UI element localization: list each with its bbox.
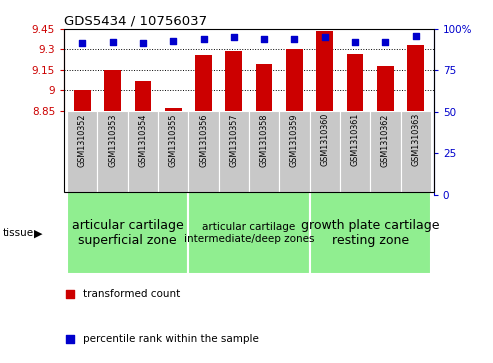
Point [412, 41, 420, 47]
Bar [188, 111, 219, 192]
Bar [135, 134, 151, 195]
Text: GSM1310361: GSM1310361 [351, 113, 359, 166]
Point [108, 53, 116, 58]
Text: GSM1310358: GSM1310358 [260, 113, 269, 167]
Bar [286, 69, 303, 195]
Bar [74, 153, 91, 195]
Point [382, 53, 389, 58]
Bar [67, 192, 188, 274]
Bar [347, 80, 363, 195]
Bar [165, 189, 181, 195]
Text: transformed count: transformed count [83, 289, 180, 299]
Bar [104, 112, 121, 195]
Point [66, 291, 73, 297]
Bar [310, 192, 431, 274]
Point [321, 43, 329, 49]
Bar [128, 111, 158, 192]
Text: GSM1310352: GSM1310352 [78, 113, 87, 167]
Text: GSM1310362: GSM1310362 [381, 113, 390, 167]
Text: GSM1310357: GSM1310357 [229, 113, 238, 167]
Point [66, 337, 73, 342]
Point [169, 51, 177, 57]
Text: GSM1310354: GSM1310354 [139, 113, 147, 167]
Text: GSM1310356: GSM1310356 [199, 113, 208, 167]
Bar [195, 82, 212, 195]
Text: GSM1310355: GSM1310355 [169, 113, 177, 167]
Bar [400, 111, 431, 192]
Point [78, 54, 86, 60]
Point [290, 46, 298, 52]
Text: articular cartilage
intermediate/deep zones: articular cartilage intermediate/deep zo… [184, 223, 314, 244]
Point [230, 43, 238, 49]
Text: growth plate cartilage
resting zone: growth plate cartilage resting zone [301, 219, 439, 247]
Bar [98, 111, 128, 192]
Point [260, 46, 268, 52]
Text: tissue: tissue [2, 228, 34, 238]
Bar [249, 111, 279, 192]
Text: GSM1310359: GSM1310359 [290, 113, 299, 167]
Text: ▶: ▶ [34, 228, 42, 238]
Bar [158, 111, 188, 192]
Text: articular cartilage
superficial zone: articular cartilage superficial zone [72, 219, 183, 247]
Bar [256, 101, 273, 195]
Bar [67, 111, 98, 192]
Bar [317, 33, 333, 195]
Bar [310, 111, 340, 192]
Bar [370, 111, 400, 192]
Text: GDS5434 / 10756037: GDS5434 / 10756037 [64, 15, 207, 28]
Text: GSM1310360: GSM1310360 [320, 113, 329, 166]
Point [351, 53, 359, 58]
Bar [340, 111, 370, 192]
Bar [407, 62, 424, 195]
Point [200, 46, 208, 52]
Point [139, 54, 147, 60]
Text: percentile rank within the sample: percentile rank within the sample [83, 334, 258, 344]
Text: GSM1310363: GSM1310363 [411, 113, 420, 166]
Bar [279, 111, 310, 192]
Bar [188, 192, 310, 274]
Text: GSM1310353: GSM1310353 [108, 113, 117, 167]
Bar [377, 105, 394, 195]
Bar [219, 111, 249, 192]
Bar [225, 73, 242, 195]
